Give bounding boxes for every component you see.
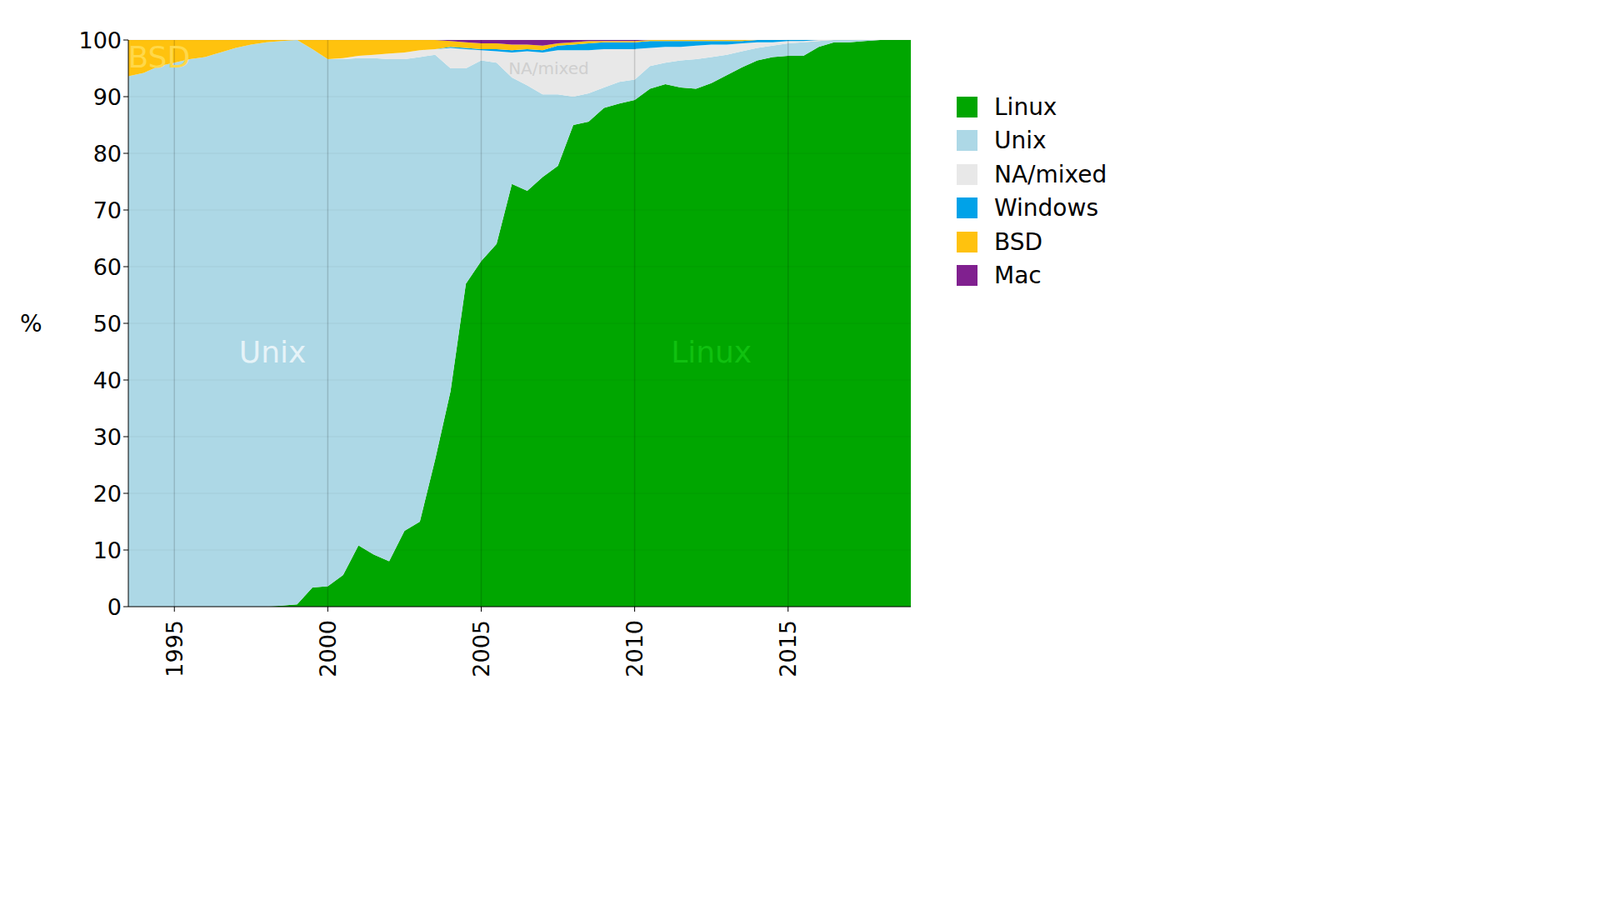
html-text:NA/mixed: NA/mixed: [994, 160, 1107, 189]
svg-text:2005: 2005: [468, 620, 495, 678]
svg-text:100: 100: [78, 27, 122, 54]
svg-text:70: 70: [93, 197, 122, 224]
svg-text:BSD: BSD: [128, 40, 191, 75]
svg-text:0: 0: [107, 594, 122, 620]
svg-text:50: 50: [93, 310, 122, 337]
svg-text:2015: 2015: [775, 620, 801, 678]
svg-text:%: %: [20, 310, 43, 338]
svg-text:20: 20: [93, 480, 122, 507]
svg-text:10: 10: [93, 537, 122, 564]
svg-text:1995: 1995: [161, 620, 188, 678]
svg-text:2010: 2010: [621, 620, 648, 678]
html-text:Windows: Windows: [994, 194, 1099, 222]
svg-text:60: 60: [93, 254, 122, 280]
svg-text:Linux: Linux: [670, 335, 752, 370]
svg-text:30: 30: [93, 424, 122, 450]
html-text:Mac: Mac: [994, 261, 1042, 290]
svg-text:40: 40: [93, 367, 122, 394]
html-text:Linux: Linux: [994, 93, 1058, 121]
svg-text:NA/mixed: NA/mixed: [508, 58, 590, 79]
svg-text:80: 80: [93, 140, 122, 167]
svg-text:Unix: Unix: [239, 335, 306, 370]
svg-text:90: 90: [93, 84, 122, 110]
html-text:BSD: BSD: [994, 228, 1043, 256]
html-text:Unix: Unix: [994, 126, 1047, 155]
svg-text:2000: 2000: [315, 620, 341, 678]
